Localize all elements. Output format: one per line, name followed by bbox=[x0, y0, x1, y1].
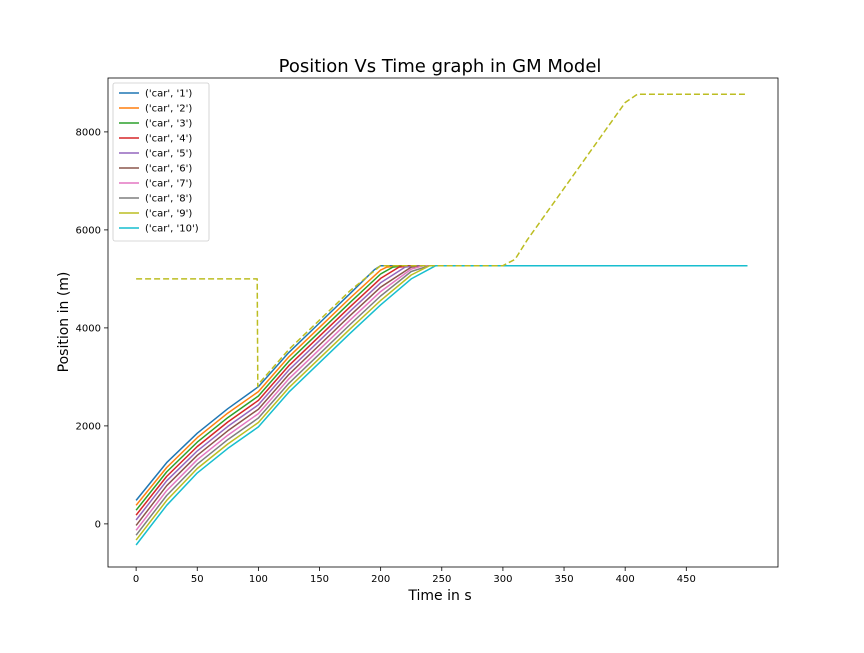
x-tick-label: 400 bbox=[616, 574, 635, 585]
legend-entry-label: ('car', '3') bbox=[145, 119, 192, 130]
y-tick-label: 4000 bbox=[76, 323, 101, 334]
x-axis-ticks: 0 50 100 150 200 250 300 350 400 450 bbox=[133, 567, 696, 585]
series-line-8 bbox=[135, 264, 748, 536]
series-line-7 bbox=[135, 264, 748, 531]
x-tick-label: 100 bbox=[249, 574, 268, 585]
series-line-6 bbox=[135, 264, 748, 526]
legend: ('car', '1') ('car', '2') ('car', '3') ('ca… bbox=[112, 82, 210, 242]
series-line-4 bbox=[135, 264, 748, 516]
y-axis-ticks: 0 2000 4000 6000 8000 bbox=[76, 127, 108, 530]
legend-entry-label: ('car', '6') bbox=[145, 164, 192, 175]
plot-area-frame bbox=[107, 77, 779, 568]
y-tick-label: 2000 bbox=[76, 421, 101, 432]
series-line-3 bbox=[135, 264, 748, 511]
legend-entry-label: ('car', '2') bbox=[145, 104, 192, 115]
x-tick-label: 450 bbox=[677, 574, 696, 585]
x-tick-label: 150 bbox=[310, 574, 329, 585]
series-line-9 bbox=[135, 264, 748, 541]
y-tick-label: 0 bbox=[95, 519, 101, 530]
legend-entry-label: ('car', '8') bbox=[145, 194, 192, 205]
x-tick-label: 200 bbox=[371, 574, 390, 585]
y-axis-label: Position in (m) bbox=[56, 272, 72, 373]
chart-title: Position Vs Time graph in GM Model bbox=[279, 56, 602, 77]
legend-entry-label: ('car', '5') bbox=[145, 149, 192, 160]
y-tick-label: 8000 bbox=[76, 127, 101, 138]
x-tick-label: 350 bbox=[554, 574, 573, 585]
series-line-10 bbox=[135, 264, 748, 546]
series-line-2 bbox=[135, 264, 748, 506]
legend-entry-label: ('car', '1') bbox=[145, 89, 192, 100]
legend-entry-label: ('car', '4') bbox=[145, 134, 192, 145]
legend-entry-label: ('car', '10') bbox=[145, 224, 199, 235]
x-tick-label: 250 bbox=[432, 574, 451, 585]
legend-entry-label: ('car', '7') bbox=[145, 179, 192, 190]
series-layer bbox=[135, 93, 748, 546]
y-tick-label: 6000 bbox=[76, 225, 101, 236]
series-line-1 bbox=[135, 264, 748, 501]
legend-entry-label: ('car', '9') bbox=[145, 209, 192, 220]
x-tick-label: 0 bbox=[133, 574, 139, 585]
series-line-5 bbox=[135, 264, 748, 521]
x-axis-label: Time in s bbox=[407, 588, 471, 604]
x-tick-label: 50 bbox=[191, 574, 204, 585]
x-tick-label: 300 bbox=[493, 574, 512, 585]
series-line-11 bbox=[136, 93, 748, 388]
